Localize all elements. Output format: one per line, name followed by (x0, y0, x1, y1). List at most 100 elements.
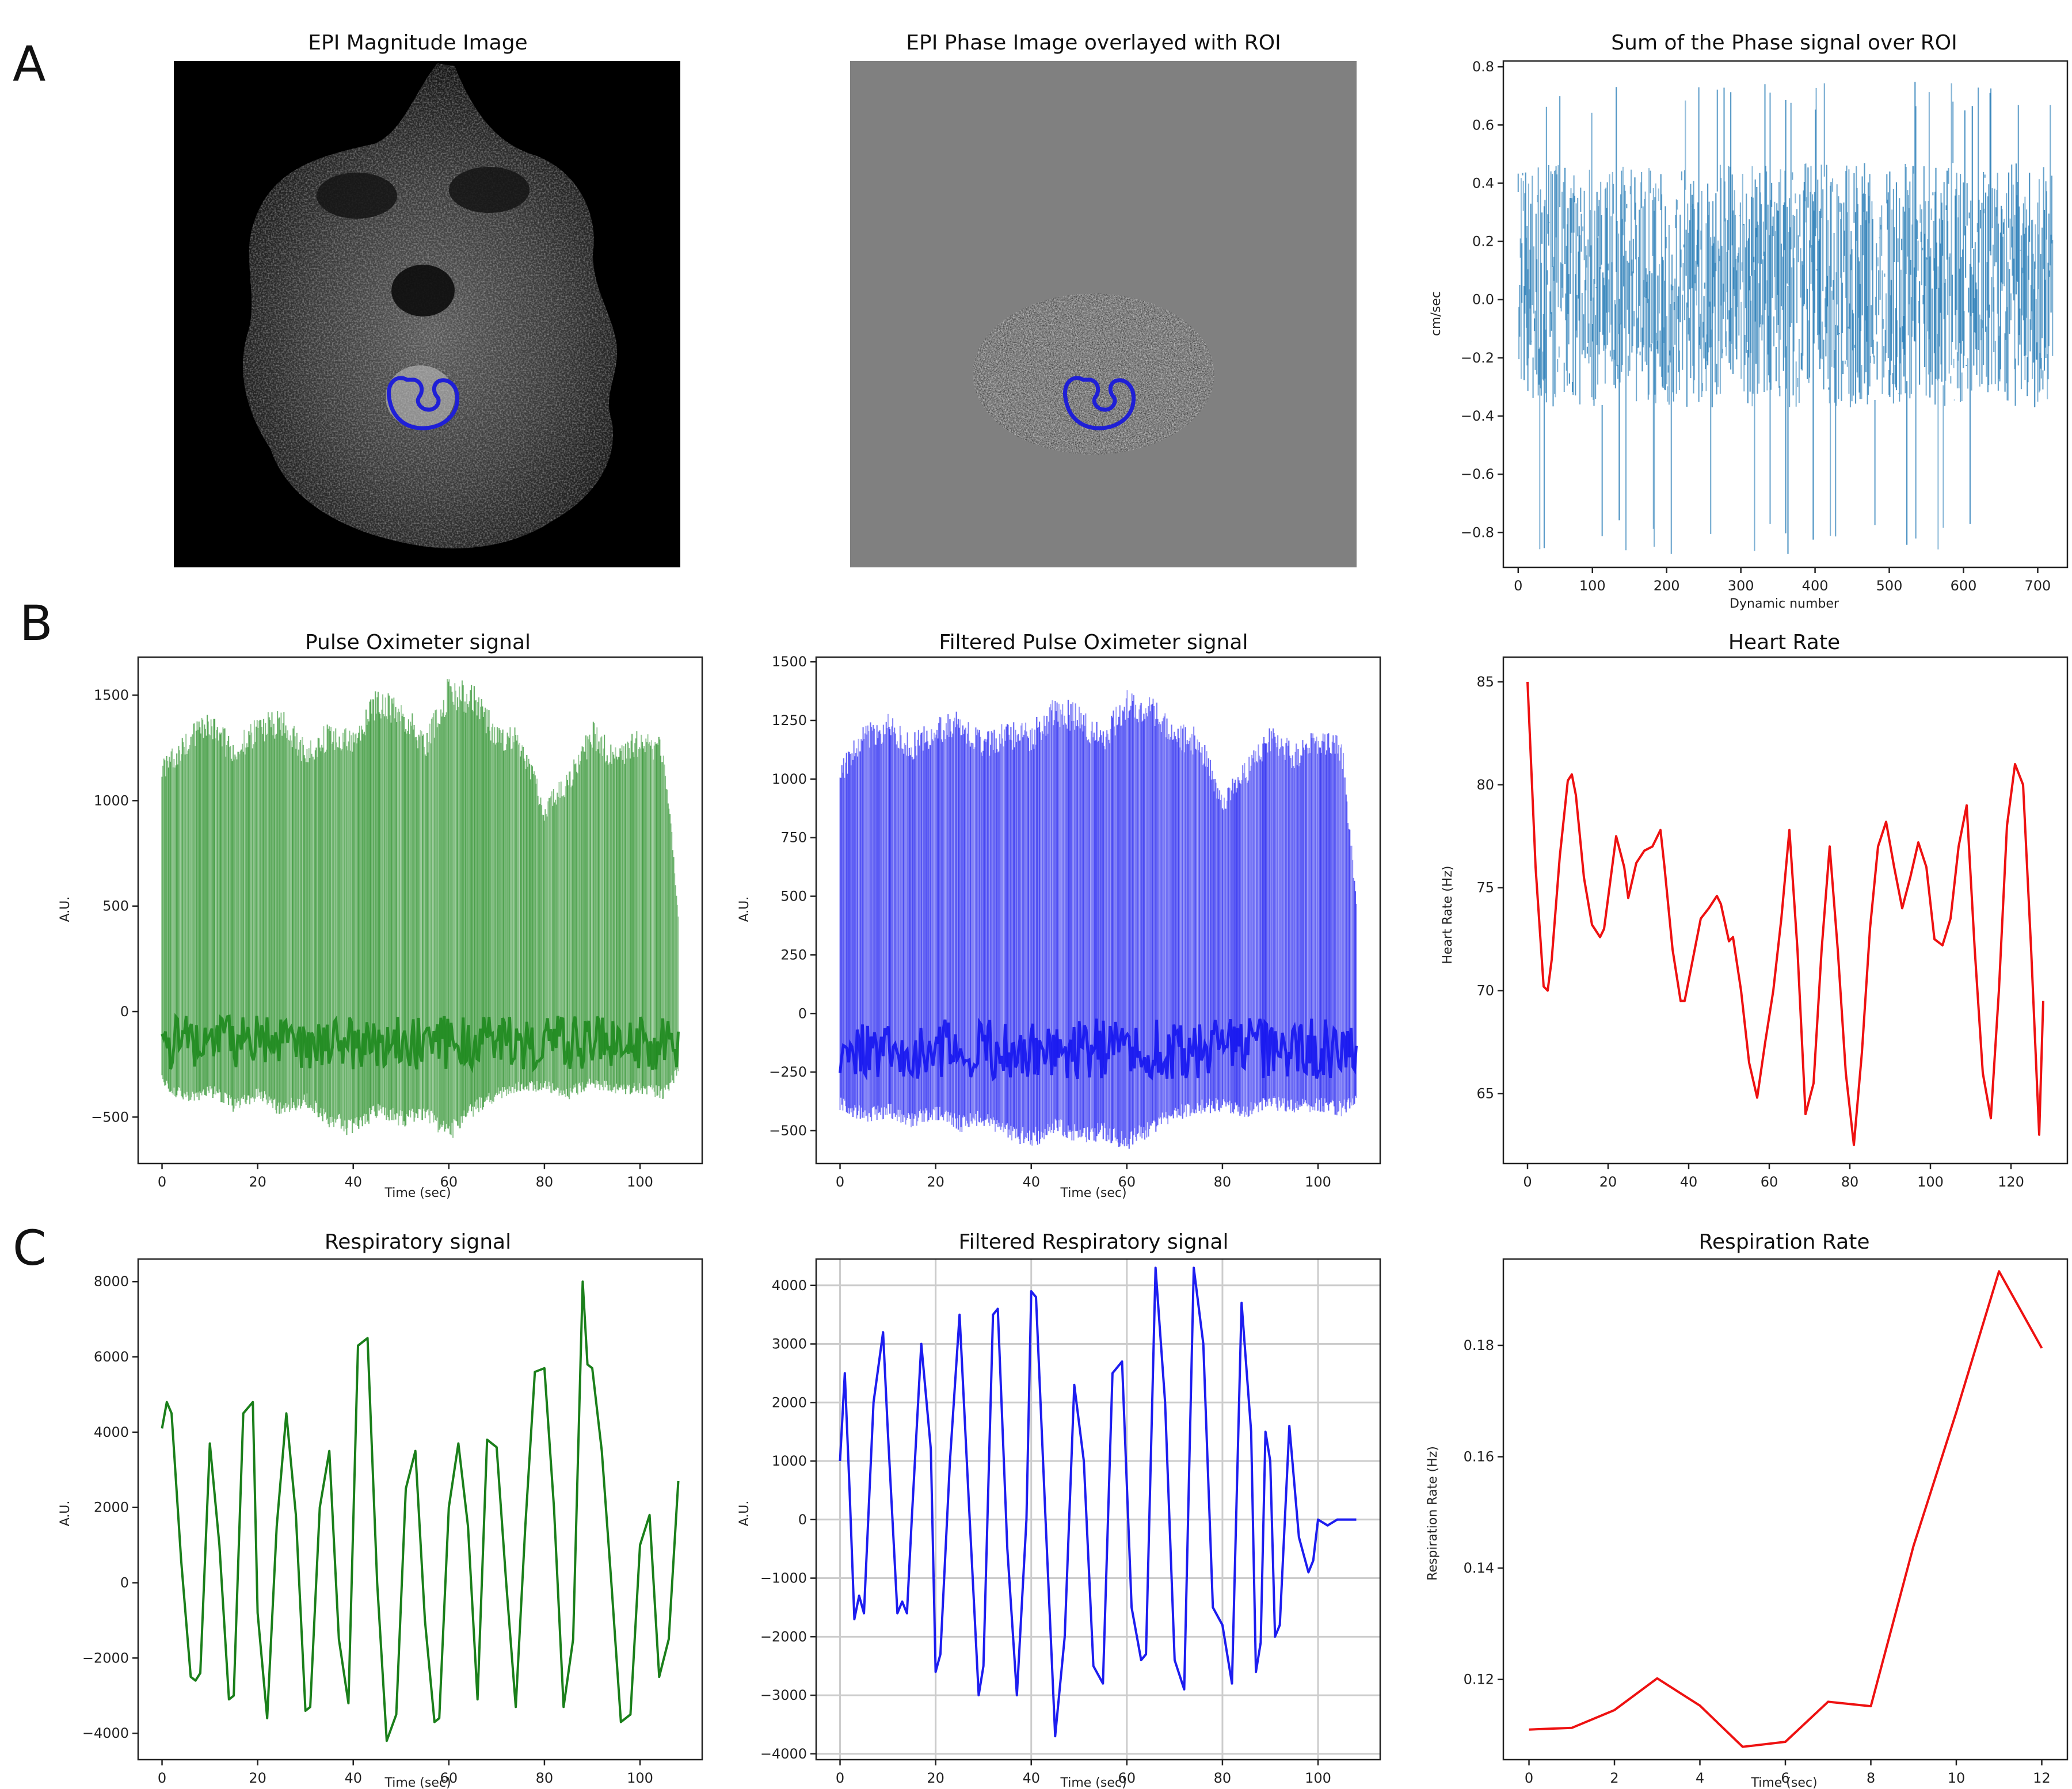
series (839, 690, 1358, 1149)
y-tick-label: 0.6 (1472, 117, 1494, 133)
panel-letter-a: A (13, 36, 45, 92)
x-tick-label: 200 (1654, 578, 1680, 594)
y-tick-label: 1250 (772, 712, 807, 728)
plot-frame (1502, 60, 2069, 569)
y-tick-label: −500 (769, 1123, 807, 1139)
chart-phase-sum: Sum of the Phase signal over ROI Dynamic… (1429, 31, 2069, 611)
x-tick-label: 80 (1841, 1174, 1859, 1190)
x-tick-label: 6 (1781, 1770, 1789, 1786)
series (839, 1267, 1357, 1738)
y-tick-label: 0 (798, 1005, 807, 1021)
series (1526, 681, 2044, 1146)
x-tick-label: 0 (158, 1174, 166, 1190)
y-tick-label: −1000 (760, 1570, 807, 1586)
x-tick-label: 500 (1876, 578, 1903, 594)
x-tick-label: 100 (1305, 1174, 1331, 1190)
x-tick-label: 400 (1802, 578, 1829, 594)
chart-respiratory: Respiratory signal Time (sec) A.U. 0 20 40… (58, 1230, 703, 1789)
x-tick-label: 40 (1022, 1174, 1040, 1190)
x-tick-label: 80 (1214, 1770, 1232, 1786)
y-tick-label: 0.14 (1464, 1560, 1494, 1576)
x-tick-label: 120 (1998, 1174, 2024, 1190)
chart-heart-rate: Heart Rate Heart Rate (Hz) 0 20 40 60 80 100 1… (1441, 631, 2069, 1190)
y-tick-label: 0.2 (1472, 234, 1494, 250)
x-tick-label: 40 (1680, 1174, 1698, 1190)
x-tick-label: 2 (1610, 1770, 1618, 1786)
chart-title: Filtered Respiratory signal (958, 1230, 1228, 1254)
x-tick-label: 40 (1022, 1770, 1040, 1786)
y-axis-label: Heart Rate (Hz) (1441, 866, 1455, 964)
y-tick-label: −3000 (760, 1687, 807, 1703)
y-tick-label: 1000 (94, 792, 129, 808)
epi-magnitude-panel: EPI Magnitude Image (174, 31, 680, 567)
y-tick-label: 1000 (772, 1453, 807, 1469)
y-tick-label: 500 (780, 888, 807, 905)
y-tick-label: 2000 (772, 1394, 807, 1410)
chart-respiration-rate: Respiration Rate Time (sec) Respiration … (1426, 1230, 2069, 1789)
x-tick-label: 0 (1525, 1770, 1533, 1786)
epi-phase-panel: EPI Phase Image overlayed with ROI (850, 31, 1357, 567)
y-tick-label: 80 (1476, 777, 1494, 793)
chart-pulse-oximeter: Pulse Oximeter signal Time (sec) A.U. 0 2… (58, 631, 703, 1200)
y-tick-label: 0.18 (1464, 1337, 1494, 1353)
x-axis-label: Time (sec) (1060, 1776, 1126, 1789)
y-tick-label: 0.16 (1464, 1449, 1494, 1465)
x-tick-label: 12 (2033, 1770, 2051, 1786)
roi-contour-phase (1062, 376, 1136, 430)
x-tick-label: 100 (1917, 1174, 1944, 1190)
x-tick-label: 60 (440, 1174, 458, 1190)
chart-filtered-respiratory: Filtered Respiratory signal Time (sec) A… (737, 1230, 1381, 1789)
x-tick-label: 20 (927, 1770, 944, 1786)
x-tick-label: 4 (1696, 1770, 1704, 1786)
x-axis-label: Time (sec) (1060, 1186, 1126, 1200)
x-tick-label: 60 (1761, 1174, 1778, 1190)
y-tick-label: 2000 (94, 1500, 129, 1516)
chart-title: Sum of the Phase signal over ROI (1611, 31, 1957, 55)
series (161, 679, 680, 1138)
plot-frame (815, 656, 1381, 1165)
x-tick-label: 20 (927, 1174, 944, 1190)
chart-title: Respiration Rate (1699, 1230, 1870, 1254)
x-tick-label: 80 (536, 1174, 554, 1190)
x-tick-label: 100 (1305, 1770, 1331, 1786)
y-tick-label: −0.8 (1461, 524, 1494, 540)
x-tick-label: 0 (836, 1174, 844, 1190)
y-tick-label: −250 (769, 1064, 807, 1080)
x-tick-label: 80 (536, 1770, 554, 1786)
y-tick-label: 65 (1476, 1085, 1494, 1101)
plot-frame (1502, 1258, 2069, 1761)
y-tick-label: 0.12 (1464, 1672, 1494, 1688)
y-tick-label: 750 (780, 830, 807, 846)
y-tick-label: −4000 (760, 1746, 807, 1762)
x-tick-label: 10 (1948, 1770, 1966, 1786)
plot-frame (815, 1258, 1381, 1761)
panel-letter-c: C (13, 1220, 47, 1276)
y-tick-label: 70 (1476, 983, 1494, 999)
x-tick-label: 300 (1728, 578, 1754, 594)
roi-contour-magnitude (386, 376, 460, 430)
x-tick-label: 20 (249, 1770, 266, 1786)
chart-filtered-pulse-oximeter: Filtered Pulse Oximeter signal Time (sec… (737, 631, 1381, 1200)
x-axis-label: Time (sec) (384, 1776, 451, 1789)
x-tick-label: 60 (440, 1770, 458, 1786)
chart-title: Respiratory signal (325, 1230, 511, 1254)
y-tick-label: −2000 (760, 1628, 807, 1645)
y-tick-label: −0.6 (1461, 466, 1494, 482)
series (161, 1280, 680, 1742)
y-axis-label: Respiration Rate (Hz) (1426, 1446, 1440, 1581)
x-tick-label: 0 (1514, 578, 1522, 594)
series-line (161, 1280, 680, 1742)
x-tick-label: 100 (627, 1174, 653, 1190)
y-tick-label: 0 (798, 1512, 807, 1528)
x-tick-label: 700 (2025, 578, 2051, 594)
y-tick-label: 3000 (772, 1336, 807, 1352)
y-tick-label: −0.4 (1461, 408, 1494, 424)
y-tick-label: 4000 (94, 1424, 129, 1440)
y-tick-label: −0.2 (1461, 350, 1494, 366)
series (1517, 82, 2054, 554)
y-tick-label: −4000 (82, 1725, 129, 1741)
y-axis-label: A.U. (737, 1501, 752, 1527)
x-tick-label: 60 (1118, 1770, 1136, 1786)
epi-phase-title: EPI Phase Image overlayed with ROI (906, 31, 1281, 55)
